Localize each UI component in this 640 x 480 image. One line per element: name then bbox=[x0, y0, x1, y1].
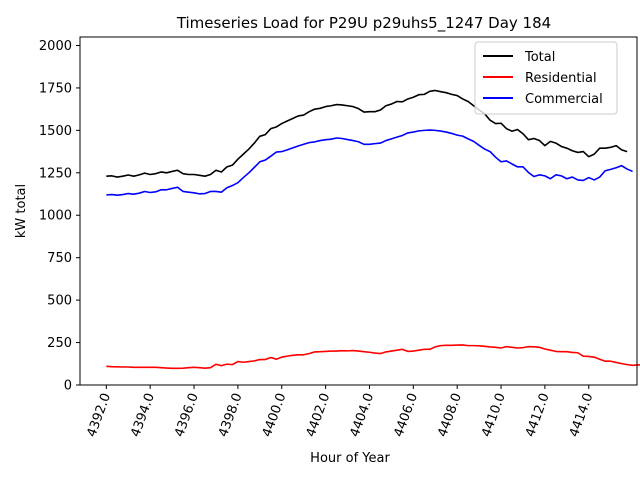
x-axis-label: Hour of Year bbox=[310, 451, 390, 466]
legend-label-total: Total bbox=[524, 50, 555, 65]
series-line-residential bbox=[106, 344, 640, 370]
chart-title: Timeseries Load for P29U p29uhs5_1247 Da… bbox=[176, 14, 551, 33]
y-tick-label: 500 bbox=[47, 294, 72, 309]
legend: Total Residential Commercial bbox=[474, 41, 618, 115]
y-axis: 0 250 500 750 1000 1250 1500 1750 2000 bbox=[39, 39, 80, 394]
y-tick-label: 1500 bbox=[39, 124, 72, 139]
legend-label-commercial: Commercial bbox=[525, 92, 603, 107]
series-line-commercial bbox=[106, 129, 633, 197]
y-tick-label: 2000 bbox=[39, 39, 72, 54]
y-tick-label: 1000 bbox=[39, 209, 72, 224]
y-tick-label: 250 bbox=[47, 336, 72, 351]
series-layer bbox=[106, 89, 640, 370]
y-tick-label: 750 bbox=[47, 251, 72, 266]
legend-label-residential: Residential bbox=[525, 71, 597, 86]
y-axis-label: kW total bbox=[14, 184, 29, 238]
y-tick-label: 1750 bbox=[39, 81, 72, 96]
y-tick-label: 0 bbox=[64, 379, 72, 394]
legend-box bbox=[474, 41, 618, 115]
plot-area bbox=[79, 36, 640, 386]
y-tick-label: 1250 bbox=[39, 166, 72, 181]
series-line-total bbox=[106, 89, 628, 178]
axes-frame bbox=[79, 36, 638, 386]
